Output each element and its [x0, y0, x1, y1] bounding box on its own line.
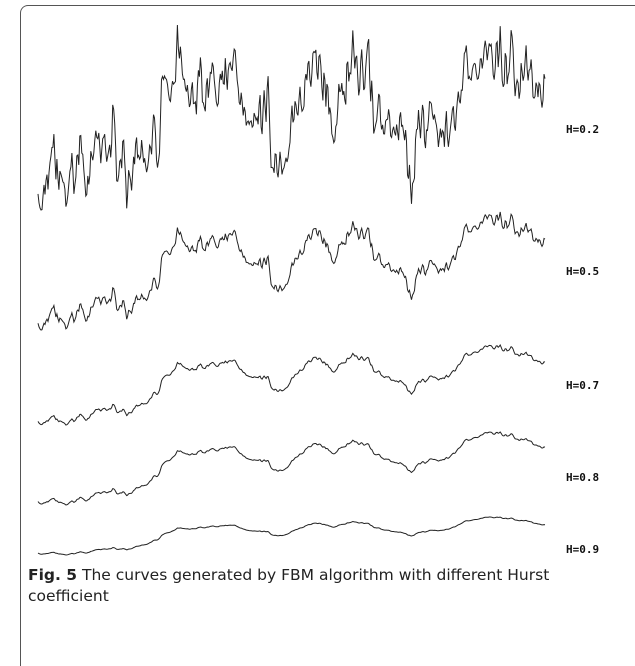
fbm-curve — [37, 211, 546, 331]
curve-label: H=0.8 — [566, 471, 599, 484]
fbm-curve — [37, 24, 546, 211]
fbm-curve — [37, 343, 546, 426]
figure-frame — [20, 5, 635, 666]
fbm-curve — [37, 431, 546, 506]
curve-label: H=0.5 — [566, 265, 599, 278]
fbm-curve — [37, 516, 546, 556]
caption-text: The curves generated by FBM algorithm wi… — [28, 566, 550, 605]
page: H=0.2 H=0.5 H=0.7 H=0.8 H=0.9 Fig. 5 The cur… — [20, 5, 635, 666]
figure-caption: Fig. 5 The curves generated by FBM algor… — [28, 565, 613, 607]
figure-curves: H=0.2 H=0.5 H=0.7 H=0.8 H=0.9 — [37, 24, 599, 556]
curve-label: H=0.9 — [566, 543, 599, 556]
curve-label: H=0.7 — [566, 379, 599, 392]
caption-label: Fig. 5 — [28, 566, 78, 584]
curve-label: H=0.2 — [566, 123, 599, 136]
